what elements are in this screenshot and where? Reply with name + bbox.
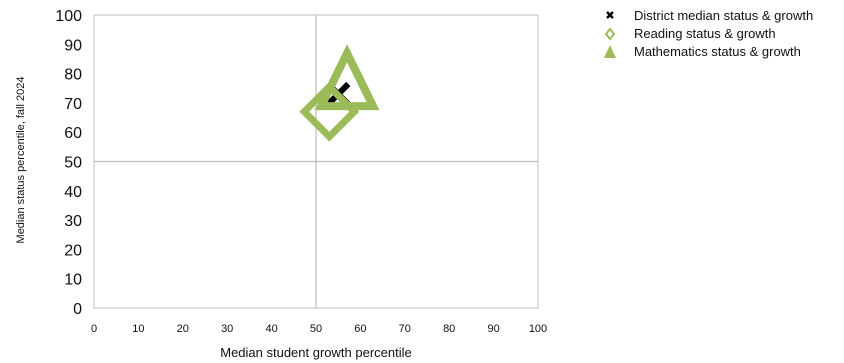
y-tick-label: 80 [64,67,82,84]
x-tick-label: 60 [354,323,366,335]
x-axis-label: Median student growth percentile [220,345,412,360]
y-tick-label: 0 [73,301,82,318]
legend-item-district: District median status & growth [598,8,842,24]
legend-item-mathematics: Mathematics status & growth [598,44,842,60]
y-tick-label: 40 [64,184,82,201]
chart-legend: District median status & growth Reading … [598,8,842,62]
mathematics-point-triangle-marker [314,44,380,111]
legend-label-district: District median status & growth [634,8,814,23]
x-tick-label: 20 [177,323,189,335]
reference-lines [94,15,538,308]
x-tick-label: 10 [132,323,144,335]
x-tick-label: 100 [529,323,547,335]
legend-item-reading: Reading status & growth [598,26,842,42]
diamond-marker-icon [604,27,616,41]
x-tick-label: 90 [487,323,499,335]
x-marker-icon [606,11,614,19]
x-axis-ticks: 0 10 20 30 40 50 60 70 80 90 100 [91,323,547,335]
x-tick-label: 80 [443,323,455,335]
y-tick-label: 50 [64,155,82,172]
y-tick-label: 10 [64,272,82,289]
y-tick-label: 30 [64,213,82,230]
x-tick-label: 0 [91,323,97,335]
y-tick-label: 70 [64,96,82,113]
x-tick-label: 50 [310,323,322,335]
y-tick-label: 60 [64,125,82,142]
y-axis-ticks: 0 10 20 30 40 50 60 70 80 90 100 [55,8,82,318]
y-tick-label: 90 [64,37,82,54]
x-tick-label: 40 [265,323,277,335]
legend-label-mathematics: Mathematics status & growth [634,44,801,59]
data-points [299,44,380,142]
x-tick-label: 30 [221,323,233,335]
y-axis-label: Median status percentile, fall 2024 [15,77,27,244]
x-tick-label: 70 [399,323,411,335]
legend-label-reading: Reading status & growth [634,26,776,41]
y-tick-label: 100 [55,8,82,25]
y-tick-label: 20 [64,242,82,259]
triangle-marker-icon [604,45,616,58]
